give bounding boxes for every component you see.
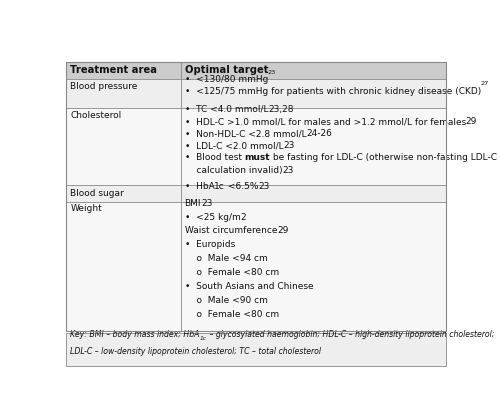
Text: •  <130/80 mmHg: • <130/80 mmHg <box>184 75 268 84</box>
Text: – glycosylated haemoglobin; HDL-C – high-density lipoprotein cholesterol;: – glycosylated haemoglobin; HDL-C – high… <box>206 330 494 339</box>
Text: 23: 23 <box>282 166 294 175</box>
Text: 23: 23 <box>258 182 270 191</box>
Text: 23: 23 <box>201 199 212 208</box>
Text: Waist circumference: Waist circumference <box>184 226 277 235</box>
Bar <box>66 332 446 366</box>
Text: •  Europids: • Europids <box>184 240 235 249</box>
Text: Optimal target: Optimal target <box>184 65 268 76</box>
Text: 27: 27 <box>481 81 489 86</box>
Text: Blood sugar: Blood sugar <box>70 189 124 198</box>
Text: Treatment area: Treatment area <box>70 65 157 76</box>
Text: be fasting for LDL-C (otherwise non-fasting LDL-C: be fasting for LDL-C (otherwise non-fast… <box>270 153 497 162</box>
Bar <box>66 202 446 331</box>
Text: 1c: 1c <box>200 336 206 341</box>
Text: •  <125/75 mmHg for patients with chronic kidney disease (CKD): • <125/75 mmHg for patients with chronic… <box>184 87 481 96</box>
Text: LDL-C – low-density lipoprotein cholesterol; TC – total cholesterol: LDL-C – low-density lipoprotein choleste… <box>70 347 321 356</box>
Text: •  HbA: • HbA <box>184 182 214 191</box>
Text: Weight: Weight <box>70 204 102 213</box>
Bar <box>66 108 446 185</box>
Text: •  TC <4.0 mmol/L: • TC <4.0 mmol/L <box>184 105 268 114</box>
Text: 23: 23 <box>268 70 276 75</box>
Text: •  South Asians and Chinese: • South Asians and Chinese <box>184 282 313 291</box>
Text: <6.5%: <6.5% <box>225 182 258 191</box>
Text: •  Non-HDL-C <2.8 mmol/L: • Non-HDL-C <2.8 mmol/L <box>184 129 306 138</box>
Bar <box>66 62 446 331</box>
Text: •  <25 kg/m: • <25 kg/m <box>184 213 240 221</box>
Text: •  Blood test: • Blood test <box>184 153 244 162</box>
Text: 23: 23 <box>283 141 294 150</box>
Text: o  Female <80 cm: o Female <80 cm <box>184 268 278 277</box>
Text: o  Male <94 cm: o Male <94 cm <box>184 254 268 263</box>
Bar <box>66 62 446 79</box>
Text: •  HDL-C >1.0 mmol/L for males and >1.2 mmol/L for females: • HDL-C >1.0 mmol/L for males and >1.2 m… <box>184 117 466 126</box>
Bar <box>66 79 446 108</box>
Text: calculation invalid): calculation invalid) <box>184 166 282 175</box>
Text: o  Female <80 cm: o Female <80 cm <box>184 310 278 319</box>
Text: 1c: 1c <box>214 182 225 191</box>
Text: must: must <box>244 153 270 162</box>
Text: Key: BMI – body mass index; HbA: Key: BMI – body mass index; HbA <box>70 330 200 339</box>
Text: 24-26: 24-26 <box>306 129 332 138</box>
Text: 29: 29 <box>277 226 288 235</box>
Text: 29: 29 <box>466 117 477 126</box>
Text: o  Male <90 cm: o Male <90 cm <box>184 296 268 305</box>
Text: Blood pressure: Blood pressure <box>70 82 138 91</box>
Bar <box>66 185 446 202</box>
Text: 23,28: 23,28 <box>268 105 293 114</box>
Text: •  LDL-C <2.0 mmol/L: • LDL-C <2.0 mmol/L <box>184 141 283 150</box>
Text: BMI: BMI <box>184 199 201 208</box>
Text: Cholesterol: Cholesterol <box>70 111 122 120</box>
Text: 2: 2 <box>240 213 246 221</box>
